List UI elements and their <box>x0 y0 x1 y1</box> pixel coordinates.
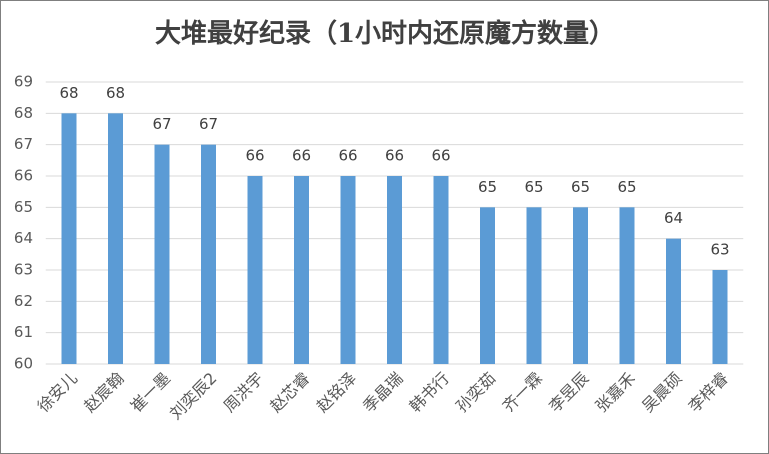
y-tick-label: 69 <box>14 73 33 91</box>
y-tick-label: 67 <box>14 135 33 153</box>
bar <box>433 176 449 364</box>
data-label: 65 <box>524 178 543 196</box>
chart-title: 大堆最好纪录（1小时内还原魔方数量） <box>155 18 615 49</box>
data-label: 66 <box>431 147 450 165</box>
bar <box>61 113 77 364</box>
data-label: 68 <box>106 84 125 102</box>
y-tick-label: 62 <box>14 292 33 310</box>
data-label: 66 <box>245 147 264 165</box>
y-tick-label: 65 <box>14 198 33 216</box>
y-tick-label: 63 <box>14 261 33 279</box>
data-label: 63 <box>710 241 729 259</box>
data-label: 65 <box>571 178 590 196</box>
bar <box>294 176 309 364</box>
bar <box>154 144 170 364</box>
data-label: 65 <box>617 178 636 196</box>
bar <box>666 238 681 364</box>
bar <box>526 207 542 364</box>
bar <box>201 144 216 364</box>
bar <box>712 270 728 364</box>
bar <box>387 176 402 364</box>
data-label: 66 <box>292 147 311 165</box>
data-label: 64 <box>664 209 683 227</box>
data-label: 65 <box>478 178 497 196</box>
data-label: 66 <box>385 147 404 165</box>
data-label: 68 <box>59 84 78 102</box>
data-label: 67 <box>199 115 218 133</box>
y-tick-label: 64 <box>14 229 33 247</box>
y-tick-label: 68 <box>14 104 33 122</box>
bar <box>247 176 263 364</box>
data-label: 67 <box>152 115 171 133</box>
bar <box>480 207 495 364</box>
y-tick-label: 60 <box>14 355 33 373</box>
bar <box>619 207 635 364</box>
y-tick-label: 66 <box>14 167 33 185</box>
bar <box>108 113 123 364</box>
bar <box>340 176 356 364</box>
bar <box>573 207 588 364</box>
y-tick-label: 61 <box>14 323 33 341</box>
data-label: 66 <box>338 147 357 165</box>
